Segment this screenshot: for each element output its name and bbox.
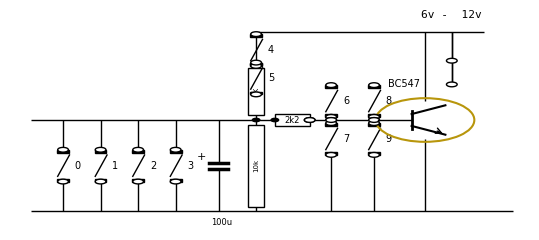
Bar bbox=[275, 114, 310, 126]
Circle shape bbox=[326, 114, 336, 119]
Circle shape bbox=[271, 118, 279, 122]
Text: 6: 6 bbox=[343, 96, 349, 106]
Bar bbox=[250, 34, 262, 37]
Bar bbox=[248, 68, 264, 115]
Text: 2: 2 bbox=[150, 161, 156, 171]
Circle shape bbox=[95, 179, 106, 184]
Circle shape bbox=[369, 118, 379, 122]
Text: 100u: 100u bbox=[211, 218, 232, 228]
Circle shape bbox=[95, 147, 106, 152]
Bar bbox=[95, 179, 107, 181]
Text: 8: 8 bbox=[386, 96, 392, 106]
Text: 4: 4 bbox=[268, 45, 274, 55]
Circle shape bbox=[251, 32, 261, 36]
Bar bbox=[325, 152, 337, 155]
Bar bbox=[250, 91, 262, 94]
Bar bbox=[250, 63, 262, 66]
Circle shape bbox=[251, 92, 261, 97]
Text: 7: 7 bbox=[343, 134, 349, 144]
Bar bbox=[170, 150, 182, 153]
Bar bbox=[95, 150, 107, 153]
Circle shape bbox=[326, 121, 336, 126]
Text: 3: 3 bbox=[188, 161, 194, 171]
Circle shape bbox=[369, 114, 379, 119]
Bar bbox=[132, 150, 144, 153]
Text: BC547: BC547 bbox=[388, 79, 419, 89]
Bar bbox=[368, 123, 380, 126]
Circle shape bbox=[326, 118, 336, 122]
Text: 5: 5 bbox=[268, 73, 274, 84]
Bar bbox=[132, 179, 144, 181]
Text: 10k: 10k bbox=[253, 159, 259, 172]
Text: 1: 1 bbox=[113, 161, 119, 171]
Circle shape bbox=[369, 152, 379, 157]
Text: 0: 0 bbox=[75, 161, 81, 171]
Circle shape bbox=[326, 83, 336, 88]
Circle shape bbox=[305, 118, 315, 122]
Bar bbox=[325, 123, 337, 126]
Bar bbox=[368, 85, 380, 88]
Circle shape bbox=[305, 118, 315, 122]
Text: 1k: 1k bbox=[252, 87, 260, 96]
Bar bbox=[170, 179, 182, 181]
Circle shape bbox=[251, 64, 261, 68]
Bar bbox=[57, 179, 69, 181]
Bar bbox=[368, 114, 380, 117]
Circle shape bbox=[446, 82, 457, 87]
Circle shape bbox=[170, 179, 181, 184]
Circle shape bbox=[369, 121, 379, 126]
Circle shape bbox=[170, 147, 181, 152]
Circle shape bbox=[446, 58, 457, 63]
Bar bbox=[325, 85, 337, 88]
Circle shape bbox=[133, 147, 143, 152]
Circle shape bbox=[369, 83, 379, 88]
Text: 6v -  12v: 6v - 12v bbox=[421, 10, 482, 20]
Circle shape bbox=[326, 152, 336, 157]
Circle shape bbox=[58, 147, 68, 152]
Circle shape bbox=[58, 179, 68, 184]
Circle shape bbox=[252, 118, 260, 122]
Bar bbox=[368, 152, 380, 155]
Circle shape bbox=[369, 118, 379, 122]
Text: +: + bbox=[196, 152, 206, 162]
Bar bbox=[250, 63, 262, 66]
Circle shape bbox=[326, 118, 336, 122]
Circle shape bbox=[326, 114, 336, 119]
Circle shape bbox=[369, 114, 379, 119]
Bar bbox=[248, 125, 264, 207]
Text: 9: 9 bbox=[386, 134, 392, 144]
Bar bbox=[57, 150, 69, 153]
Text: 2k2: 2k2 bbox=[285, 115, 300, 125]
Circle shape bbox=[133, 179, 143, 184]
Circle shape bbox=[251, 60, 261, 65]
Bar bbox=[325, 114, 337, 117]
